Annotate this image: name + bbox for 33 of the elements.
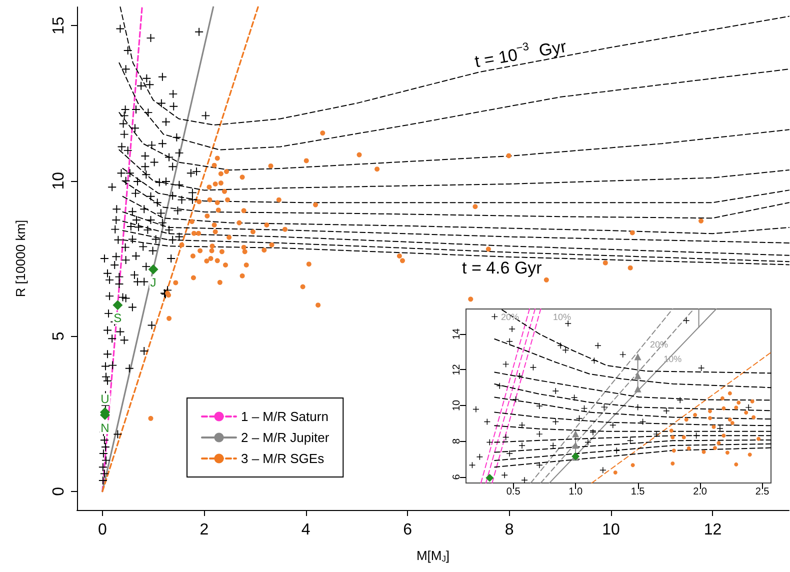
x-tick-label: 12 <box>704 522 722 538</box>
y-tick-label: 15 <box>50 16 68 35</box>
data-label: J <box>150 275 156 290</box>
x-tick-label: 2 <box>200 522 209 538</box>
x-tick-label: 2.5 <box>755 486 770 498</box>
y-tick-label: 10 <box>452 399 462 412</box>
data-label: N <box>100 420 110 435</box>
data-label: U <box>100 392 110 406</box>
legend-label: 2 – M/R Jupiter <box>241 430 330 445</box>
legend-label: 1 – M/R Saturn <box>241 409 328 424</box>
x-tick-label: 1.5 <box>630 486 646 498</box>
y-tick-label: 12 <box>452 364 462 376</box>
legend-label: 3 – M/R SGEs <box>241 451 325 466</box>
annotation: 20% <box>500 312 520 322</box>
annotation: 10% <box>552 312 572 322</box>
y-tick-label: 6 <box>452 474 462 480</box>
annotation: t = 10−3 Gyr <box>473 36 568 72</box>
y-tick-label: 8 <box>452 438 462 444</box>
data-label: S <box>114 311 122 326</box>
y-tick-label: 14 <box>452 328 462 340</box>
x-tick-label: 4 <box>301 522 310 538</box>
x-tick-label: 1.0 <box>568 486 583 498</box>
y-axis-title: R [10000 km] <box>13 220 28 298</box>
annotation: t = 4.6 Gyr <box>462 258 542 278</box>
x-tick-label: 10 <box>602 522 620 538</box>
x-tick-label: 0 <box>98 522 107 538</box>
annotation: 20% <box>650 340 668 350</box>
x-tick-label: 2.0 <box>693 486 708 498</box>
x-tick-label: 0.5 <box>506 486 521 498</box>
y-tick-label: 5 <box>50 332 68 341</box>
y-tick-label: 10 <box>50 172 68 190</box>
x-tick-label: 6 <box>403 522 412 538</box>
x-tick-label: 8 <box>504 522 514 538</box>
